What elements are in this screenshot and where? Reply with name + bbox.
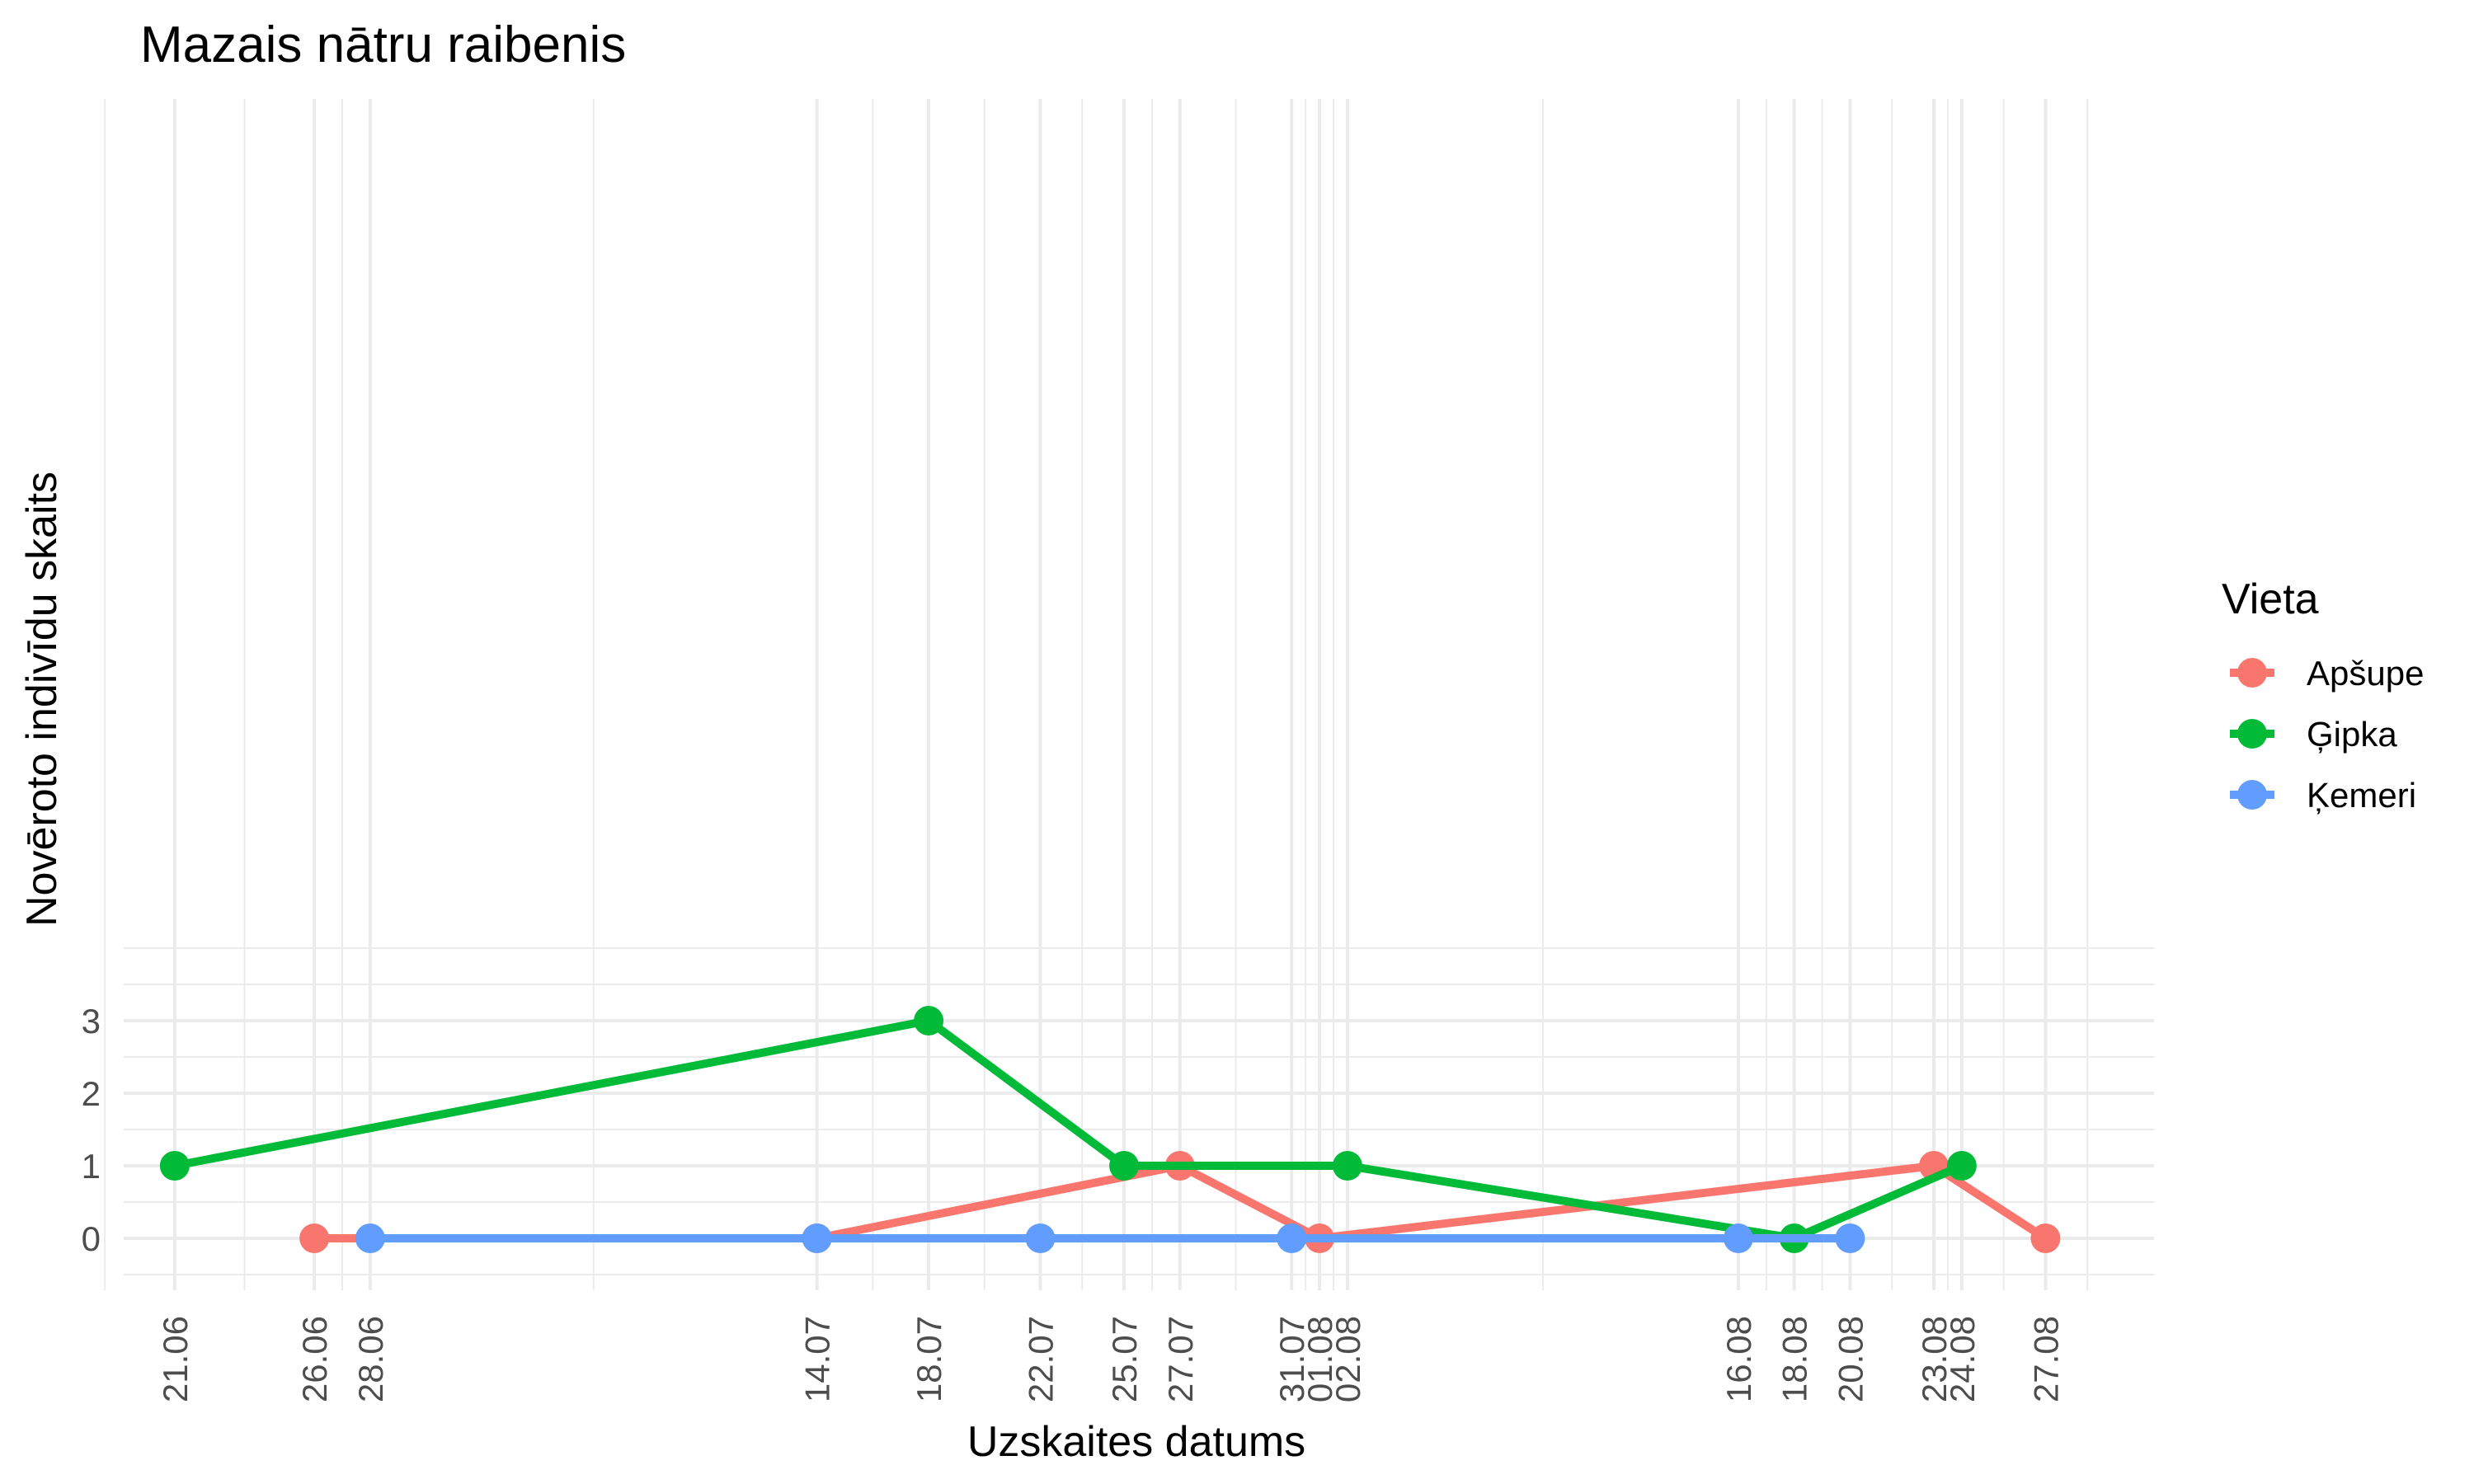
data-point <box>1109 1151 1140 1181</box>
legend-item-gipka: Ģipka <box>2230 715 2397 754</box>
x-tick-label: 27.07 <box>1161 1316 1200 1402</box>
data-point <box>1025 1223 1056 1253</box>
series-line-gipka <box>173 1017 1964 1242</box>
x-tick-label: 26.06 <box>295 1316 334 1402</box>
x-tick-label: 14.07 <box>798 1316 837 1402</box>
data-point <box>2030 1223 2061 1253</box>
legend-item-apsupe: Apšupe <box>2230 654 2424 693</box>
legend-label: Apšupe <box>2307 654 2424 693</box>
x-tick-label: 21.06 <box>156 1316 195 1402</box>
series-gipka <box>159 1006 1977 1253</box>
y-tick-label: 2 <box>82 1074 101 1113</box>
x-tick-label: 28.06 <box>351 1316 390 1402</box>
x-tick-label: 16.08 <box>1719 1316 1758 1402</box>
x-tick-label: 25.07 <box>1105 1316 1144 1402</box>
legend-label: Ģipka <box>2307 715 2397 754</box>
legend-title: Vieta <box>2222 575 2319 623</box>
data-point <box>1946 1151 1977 1181</box>
x-tick-label: 23.08 <box>1915 1316 1954 1402</box>
x-tick-label: 27.08 <box>2026 1316 2065 1402</box>
data-point <box>1723 1223 1753 1253</box>
data-point <box>1332 1151 1362 1181</box>
series-layer <box>159 1006 2061 1253</box>
y-axis-title: Novēroto indivīdu skaits <box>18 472 66 927</box>
chart-title: Mazais nātru raibenis <box>140 16 626 73</box>
x-tick-label: 24.08 <box>1943 1316 1982 1402</box>
y-tick-label: 1 <box>82 1147 101 1186</box>
x-tick-label: 31.07 <box>1272 1316 1311 1402</box>
x-tick-label: 18.08 <box>1776 1316 1814 1402</box>
data-point <box>159 1151 190 1181</box>
data-point <box>802 1223 832 1253</box>
legend-label: Ķemeri <box>2307 776 2416 815</box>
x-tick-label: 02.08 <box>1329 1316 1367 1402</box>
x-tick-label: 22.07 <box>1021 1316 1060 1402</box>
legend-item-kemeri: Ķemeri <box>2230 776 2416 815</box>
legend-items: Apšupe Ģipka Ķemeri <box>2230 654 2424 815</box>
data-point <box>1277 1223 1307 1253</box>
legend-key-point <box>2237 780 2267 810</box>
data-point <box>1835 1223 1865 1253</box>
legend-key-point <box>2237 658 2267 688</box>
data-point <box>299 1223 330 1253</box>
x-tick-label: 20.08 <box>1831 1316 1870 1402</box>
x-tick-label: 01.08 <box>1300 1316 1339 1402</box>
y-axis-ticks: 0 1 2 3 <box>82 1002 101 1258</box>
legend-key-point <box>2237 719 2267 749</box>
series-kemeri <box>355 1223 1865 1253</box>
x-axis-ticks: 21.06 26.06 28.06 14.07 18.07 22.07 25.07 27.07… <box>156 1316 2066 1402</box>
data-point <box>355 1223 385 1253</box>
data-point <box>914 1006 944 1036</box>
x-tick-label: 18.07 <box>910 1316 948 1402</box>
legend: Vieta Apšupe Ģipka Ķemeri <box>2222 575 2424 815</box>
y-tick-label: 0 <box>82 1219 101 1258</box>
x-axis-title: Uzskaites datums <box>967 1418 1305 1466</box>
y-tick-label: 3 <box>82 1002 101 1040</box>
